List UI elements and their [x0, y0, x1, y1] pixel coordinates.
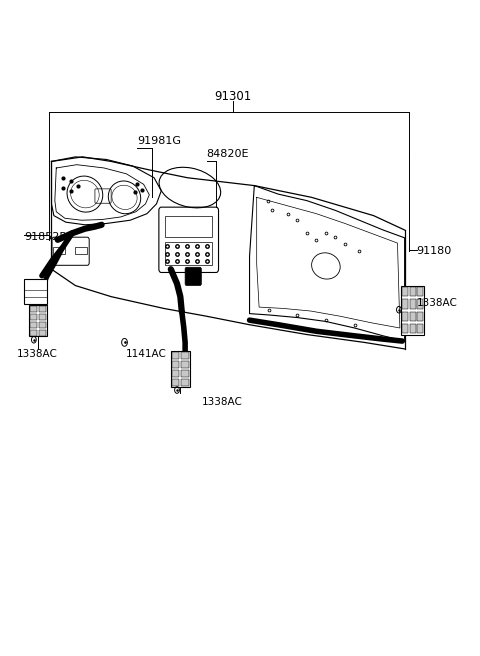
Bar [418, 299, 423, 308]
Text: 91180: 91180 [417, 246, 452, 256]
Bar [410, 312, 416, 321]
Bar [181, 361, 189, 368]
Bar [75, 247, 87, 253]
Bar [30, 314, 37, 320]
Bar [181, 352, 189, 359]
Bar [410, 299, 416, 308]
Bar [24, 279, 47, 304]
Bar [402, 312, 408, 321]
Bar [402, 324, 408, 333]
Text: 1141AC: 1141AC [125, 349, 167, 359]
Bar [39, 314, 46, 320]
Bar [165, 242, 212, 264]
Bar [39, 329, 46, 336]
Bar [401, 285, 424, 335]
Bar [39, 321, 46, 328]
Text: 91852R: 91852R [24, 232, 67, 241]
Text: 1338AC: 1338AC [202, 397, 243, 407]
Bar [171, 351, 190, 387]
Bar [418, 324, 423, 333]
Bar [418, 312, 423, 321]
Bar [172, 370, 179, 377]
Bar [53, 247, 65, 253]
Text: 91301: 91301 [214, 90, 252, 102]
Bar [410, 324, 416, 333]
Bar [29, 305, 47, 337]
Text: 84820E: 84820E [206, 150, 249, 159]
Bar [165, 216, 212, 237]
Bar [402, 299, 408, 308]
Bar [172, 352, 179, 359]
Bar [418, 287, 423, 297]
Bar [39, 306, 46, 312]
Bar [30, 306, 37, 312]
Text: 1338AC: 1338AC [17, 349, 58, 359]
Bar [181, 370, 189, 377]
Bar [30, 321, 37, 328]
Bar [172, 379, 179, 386]
Text: 1338AC: 1338AC [417, 298, 457, 308]
Bar [402, 287, 408, 297]
Bar [181, 379, 189, 386]
Bar [410, 287, 416, 297]
FancyBboxPatch shape [185, 267, 201, 285]
Bar [172, 361, 179, 368]
Text: 91981G: 91981G [137, 136, 181, 146]
Bar [30, 329, 37, 336]
